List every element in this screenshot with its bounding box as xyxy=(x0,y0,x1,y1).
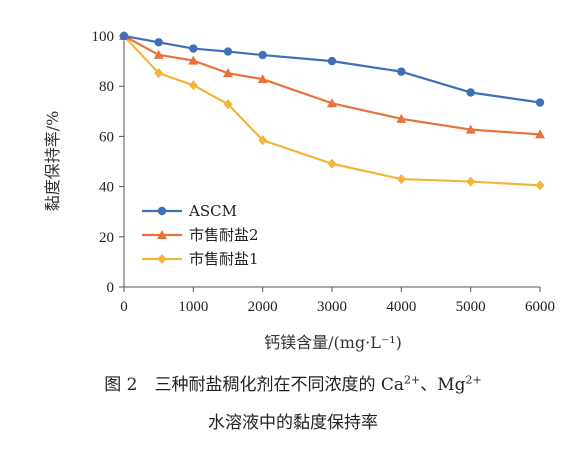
legend-marker xyxy=(157,206,167,216)
y-tick-label: 60 xyxy=(99,129,114,145)
data-point xyxy=(223,99,233,110)
caption-sup-mg: 2+ xyxy=(465,373,482,387)
data-point xyxy=(258,50,267,60)
caption-mid: 、Mg xyxy=(420,375,466,395)
data-point xyxy=(397,67,406,76)
data-point xyxy=(154,68,164,79)
legend-label: ASCM xyxy=(188,202,237,220)
data-point xyxy=(223,68,233,78)
chart-legend: ASCM 市售耐盐2 市售耐盐1 xyxy=(142,202,259,268)
data-point xyxy=(257,74,268,84)
legend-label: 市售耐盐1 xyxy=(189,250,259,268)
series-1 xyxy=(119,31,545,139)
figure-caption-line-2: 水溶液中的黏度保持率 xyxy=(208,413,378,433)
data-point xyxy=(535,180,545,191)
series-2 xyxy=(119,31,545,191)
data-point xyxy=(258,135,268,146)
y-axis-title: 黏度保持率/% xyxy=(43,111,62,212)
data-point xyxy=(188,55,199,65)
legend-label: 市售耐盐2 xyxy=(189,226,259,244)
x-tick-label: 0 xyxy=(120,299,128,315)
x-tick-label: 5000 xyxy=(456,299,486,315)
data-point xyxy=(189,44,198,53)
y-tick-label: 100 xyxy=(92,29,115,45)
x-tick-label: 1000 xyxy=(178,299,208,315)
legend-entry-2: 市售耐盐1 xyxy=(142,250,259,268)
series-0 xyxy=(119,31,545,107)
data-point xyxy=(465,124,476,134)
data-point xyxy=(154,38,163,47)
series-line-0 xyxy=(123,34,541,104)
legend-marker xyxy=(157,230,167,239)
data-point xyxy=(535,129,545,139)
legend-marker xyxy=(157,254,167,264)
chart-series xyxy=(119,31,545,191)
x-tick-label: 2000 xyxy=(248,299,278,315)
data-point xyxy=(396,113,407,123)
x-tick-label: 4000 xyxy=(386,299,416,315)
y-tick-label: 40 xyxy=(99,180,114,196)
data-point xyxy=(396,174,406,185)
y-tick-label: 0 xyxy=(107,280,115,296)
y-tick-label: 20 xyxy=(99,230,114,246)
data-point xyxy=(119,31,129,41)
data-point xyxy=(466,176,476,187)
x-axis-title: 钙镁含量/(mg·L⁻¹) xyxy=(264,333,402,352)
legend-entry-0: ASCM xyxy=(142,202,237,220)
data-point xyxy=(153,49,164,59)
legend-entry-1: 市售耐盐2 xyxy=(142,226,259,244)
data-point xyxy=(188,80,198,91)
data-point xyxy=(327,98,337,108)
x-tick-label: 6000 xyxy=(525,299,555,315)
x-tick-label: 3000 xyxy=(317,299,347,315)
data-point xyxy=(223,47,233,56)
caption-prefix: 图 2 三种耐盐稠化剂在不同浓度的 Ca xyxy=(104,375,405,395)
figure-caption-line-1: 图 2 三种耐盐稠化剂在不同浓度的 Ca2+、Mg2+ xyxy=(0,370,586,395)
caption-sup-ca: 2+ xyxy=(404,373,421,387)
data-point xyxy=(327,56,337,66)
data-point xyxy=(466,88,475,97)
data-point xyxy=(535,98,545,107)
series-line-1 xyxy=(123,35,541,136)
y-tick-label: 80 xyxy=(99,79,114,95)
data-point xyxy=(327,158,337,169)
